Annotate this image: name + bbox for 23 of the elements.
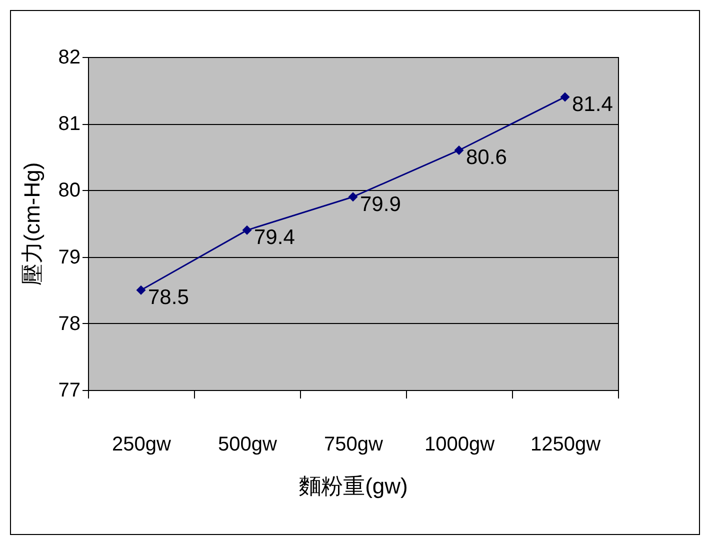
y-axis-title: 壓力(cm-Hg) bbox=[19, 162, 44, 286]
data-label: 78.5 bbox=[148, 286, 189, 310]
y-tick-label: 79 bbox=[58, 246, 80, 268]
point bbox=[242, 225, 252, 235]
data-label: 79.9 bbox=[360, 192, 401, 216]
x-tick-label: 250gw bbox=[112, 434, 172, 456]
data-label: 79.4 bbox=[254, 226, 296, 250]
x-tick-label: 1000gw bbox=[424, 434, 496, 456]
y-tick-label: 78 bbox=[58, 312, 80, 335]
point bbox=[560, 92, 570, 102]
x-tick-label: 1250gw bbox=[530, 434, 602, 456]
data-label: 80.6 bbox=[466, 146, 507, 170]
y-tick-label: 80 bbox=[58, 180, 80, 202]
point bbox=[348, 192, 358, 202]
y-tick-label: 81 bbox=[58, 113, 80, 136]
point bbox=[136, 285, 146, 295]
x-axis-title: 麵粉重(gw) bbox=[299, 474, 408, 498]
y-tick-label: 77 bbox=[58, 380, 80, 402]
x-tick-label: 750gw bbox=[324, 434, 384, 456]
x-tick-label: 500gw bbox=[218, 434, 278, 456]
point bbox=[454, 145, 464, 155]
data-label: 81.4 bbox=[572, 92, 614, 116]
y-tick-label: 82 bbox=[58, 46, 80, 68]
